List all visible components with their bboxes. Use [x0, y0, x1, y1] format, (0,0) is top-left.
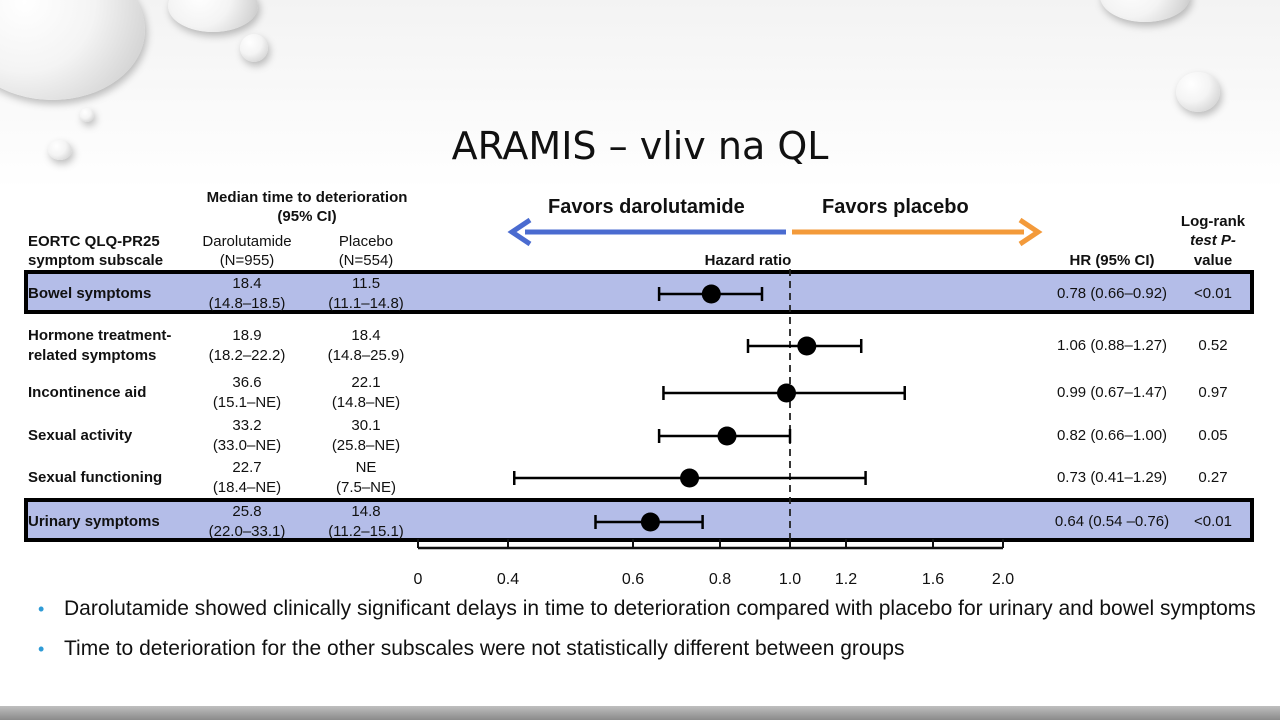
arrow-left-head	[507, 217, 532, 247]
logrank-header-line3: value	[1193, 252, 1233, 269]
x-tick-label: 1.2	[835, 571, 857, 586]
darolutamide-median: 33.2	[232, 417, 262, 434]
bullet-dot-icon: •	[38, 599, 45, 619]
placebo-median: 18.4	[351, 327, 381, 344]
placebo-ci: (14.8–NE)	[331, 394, 401, 411]
hr-point	[777, 383, 796, 403]
bullet-item: • Time to deterioration for the other su…	[36, 634, 1256, 664]
footer-band	[0, 706, 1280, 720]
x-tick-label: 0.6	[622, 571, 644, 586]
slide-title: ARAMIS – vliv na QL	[451, 124, 829, 168]
p-value: <0.01	[1194, 513, 1232, 530]
arrow-right-head	[1018, 217, 1043, 247]
hr-point	[701, 284, 721, 304]
placebo-ci: (11.1–14.8)	[328, 295, 404, 312]
placebo-ci: (14.8–25.9)	[327, 347, 405, 364]
x-tick-label: 0.4	[497, 571, 519, 586]
placebo-median: NE	[355, 459, 377, 476]
water-drop-decoration	[240, 34, 268, 62]
p-value: <0.01	[1194, 285, 1232, 302]
subscale-label: Bowel symptoms	[28, 285, 152, 302]
placebo-median: 14.8	[351, 503, 381, 520]
darolutamide-ci: (15.1–NE)	[212, 394, 282, 411]
placebo-header: Placebo	[338, 233, 394, 250]
subscale-header-line1: EORTC QLQ-PR25	[28, 233, 160, 250]
forest-plot: 0 0.4 0.6 0.8 1.0 1.2 1.6 2.0	[414, 269, 1014, 586]
hr-point	[640, 512, 660, 532]
hr-ci-value: 0.82 (0.66–1.00)	[1056, 427, 1168, 444]
hr-ci-value: 0.78 (0.66–0.92)	[1056, 285, 1168, 302]
hr-point	[717, 426, 737, 446]
x-tick-label: 2.0	[992, 571, 1014, 586]
hr-ci-value: 0.99 (0.67–1.47)	[1056, 384, 1168, 401]
bullet-text: Darolutamide showed clinically significa…	[64, 597, 1256, 620]
placebo-median: 30.1	[351, 417, 381, 434]
logrank-header-line2: test P-	[1190, 232, 1236, 249]
bullet-item: • Darolutamide showed clinically signifi…	[36, 594, 1256, 624]
p-value: 0.52	[1198, 337, 1228, 354]
darolutamide-median: 25.8	[232, 503, 262, 520]
row-highlight-bowel	[24, 270, 1254, 314]
subscale-label: Incontinence aid	[28, 384, 147, 401]
subscale-label: Sexual activity	[28, 427, 133, 444]
median-header-line2: (95% CI)	[277, 208, 337, 225]
water-drop-decoration	[1100, 0, 1190, 22]
darolutamide-median: 18.9	[232, 327, 262, 344]
subscale-header-line2: symptom subscale	[28, 252, 164, 269]
favors-placebo-label: Favors placebo	[822, 196, 969, 218]
darolutamide-ci: (22.0–33.1)	[208, 523, 286, 540]
x-tick-label: 0	[414, 571, 423, 586]
bullet-dot-icon: •	[38, 639, 45, 659]
favors-darolutamide-label: Favors darolutamide	[548, 196, 745, 218]
hr-ci-value: 1.06 (0.88–1.27)	[1056, 337, 1168, 354]
favors-arrows	[507, 217, 1043, 247]
placebo-median: 11.5	[351, 275, 381, 292]
hr-ci-value: 0.73 (0.41–1.29)	[1056, 469, 1168, 486]
water-drop-decoration	[1176, 72, 1220, 112]
placebo-ci: (25.8–NE)	[331, 437, 401, 454]
hr-ci-value: 0.64 (0.54 –0.76)	[1054, 513, 1170, 530]
x-tick-label: 1.0	[779, 571, 801, 586]
subscale-label: Sexual functioning	[28, 469, 163, 486]
row-highlight-urinary	[24, 498, 1254, 542]
x-tick-label: 0.8	[709, 571, 731, 586]
darolutamide-header: Darolutamide	[202, 233, 292, 250]
hr-point	[680, 468, 700, 488]
darolutamide-median: 18.4	[232, 275, 262, 292]
darolutamide-n: (N=955)	[219, 252, 275, 269]
forest-plot-figure: Median time to deterioration (95% CI) EO…	[0, 184, 1280, 586]
darolutamide-ci: (18.2–22.2)	[208, 347, 286, 364]
subscale-label: Hormone treatment-	[28, 327, 172, 344]
darolutamide-median: 22.7	[232, 459, 262, 476]
darolutamide-ci: (18.4–NE)	[212, 479, 282, 496]
p-value: 0.27	[1198, 469, 1228, 486]
placebo-median: 22.1	[351, 374, 381, 391]
median-header-line1: Median time to deterioration	[206, 189, 408, 206]
logrank-header-line1: Log-rank	[1180, 213, 1246, 230]
subscale-label-line2: related symptoms	[28, 347, 157, 364]
darolutamide-median: 36.6	[232, 374, 262, 391]
darolutamide-ci: (33.0–NE)	[212, 437, 282, 454]
hr-ci-header: HR (95% CI)	[1069, 252, 1155, 269]
bullet-list: • Darolutamide showed clinically signifi…	[36, 594, 1256, 664]
water-drop-decoration	[80, 108, 94, 122]
x-tick-label: 1.6	[922, 571, 944, 586]
hazard-ratio-header: Hazard ratio	[704, 252, 792, 269]
placebo-n: (N=554)	[338, 252, 394, 269]
hr-point	[797, 336, 817, 356]
water-drop-decoration	[48, 140, 72, 160]
p-value: 0.05	[1198, 427, 1228, 444]
bullet-text: Time to deterioration for the other subs…	[64, 637, 905, 660]
subscale-label: Urinary symptoms	[28, 513, 160, 530]
placebo-ci: (7.5–NE)	[335, 479, 397, 496]
darolutamide-ci: (14.8–18.5)	[208, 295, 286, 312]
p-value: 0.97	[1198, 384, 1228, 401]
placebo-ci: (11.2–15.1)	[328, 523, 404, 540]
